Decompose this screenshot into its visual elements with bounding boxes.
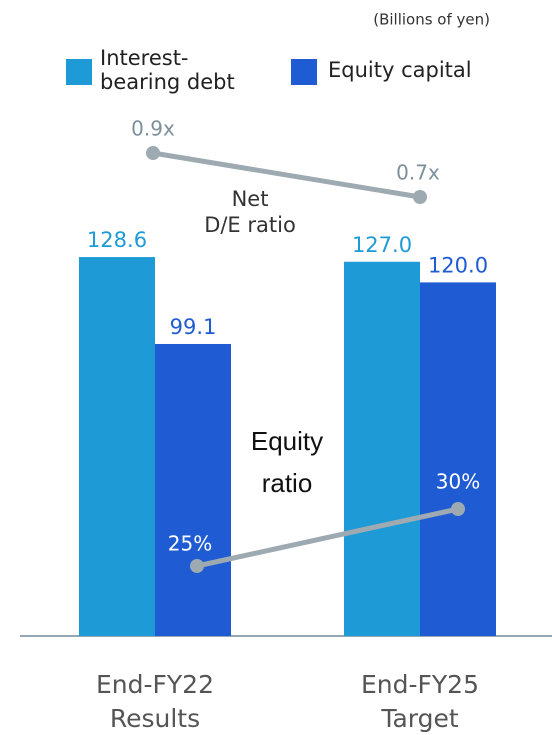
bar [155, 343, 231, 636]
legend-label: Interest-bearing debt [100, 46, 235, 94]
line-marker [190, 559, 204, 573]
legend-swatch [66, 59, 92, 85]
bar [79, 257, 155, 636]
line-value-label: 0.7x [396, 161, 440, 185]
line [196, 506, 459, 569]
line-value-label: 30% [436, 470, 480, 494]
line-value-label: 25% [168, 532, 212, 556]
legend-swatch [291, 59, 317, 85]
value-label: 127.0 [352, 233, 412, 257]
value-label: 99.1 [170, 315, 217, 339]
value-label: 120.0 [428, 253, 488, 277]
bar [420, 282, 496, 636]
line [152, 150, 421, 200]
x-tick-label: End-FY22 Results [96, 670, 214, 733]
line-marker [413, 190, 427, 204]
value-label: 128.6 [87, 228, 147, 252]
line-label: Equity ratio [251, 426, 323, 498]
legend-label: Equity capital [328, 58, 472, 82]
line-value-label: 0.9x [131, 117, 175, 141]
line-label: Net D/E ratio [204, 187, 296, 237]
bar [344, 261, 420, 636]
x-tick-label: End-FY25 Target [361, 670, 479, 733]
unit-label: (Billions of yen) [373, 11, 490, 29]
line-marker [451, 502, 465, 516]
line-marker [146, 146, 160, 160]
